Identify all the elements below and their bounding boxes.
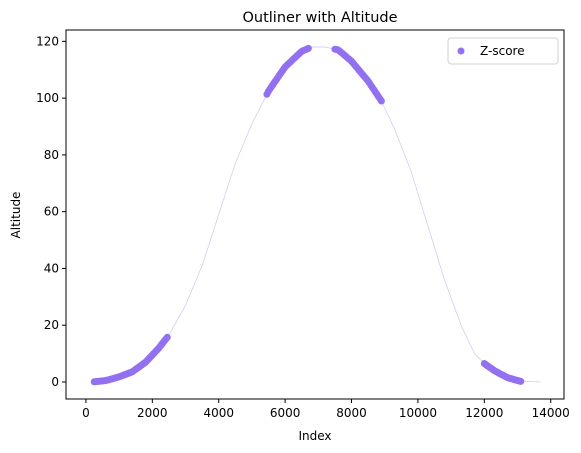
- x-axis-ticks: 0 2000 4000 6000 8000 10000 12000 14000: [82, 399, 570, 420]
- y-tick-label: 0: [51, 375, 59, 389]
- scatter-point: [517, 377, 525, 385]
- y-tick-label: 120: [36, 34, 59, 48]
- x-tick-label: 14000: [532, 406, 570, 420]
- x-tick-label: 0: [82, 406, 90, 420]
- scatter-point: [163, 333, 171, 341]
- y-tick-label: 80: [44, 148, 59, 162]
- legend-label-z-score: Z-score: [480, 44, 525, 58]
- x-tick-label: 12000: [465, 406, 503, 420]
- y-tick-label: 40: [44, 261, 59, 275]
- y-axis-ticks: 0 20 40 60 80 100 120: [36, 34, 66, 389]
- y-tick-label: 100: [36, 91, 59, 105]
- x-tick-label: 4000: [203, 406, 234, 420]
- plot-frame: [65, 29, 565, 400]
- x-tick-label: 10000: [399, 406, 437, 420]
- scatter-points: [90, 44, 525, 386]
- y-axis-label: Altitude: [9, 192, 23, 239]
- x-axis-label: Index: [298, 429, 331, 443]
- x-tick-label: 2000: [137, 406, 168, 420]
- y-tick-label: 60: [44, 205, 59, 219]
- legend-box: [447, 37, 559, 65]
- legend-marker: [457, 47, 465, 55]
- x-tick-label: 8000: [336, 406, 367, 420]
- chart-title: Outliner with Altitude: [242, 10, 397, 26]
- scatter-point: [377, 97, 385, 105]
- scatter-point: [304, 44, 312, 52]
- legend: Z-score: [447, 37, 559, 65]
- x-tick-label: 6000: [270, 406, 301, 420]
- y-tick-label: 20: [44, 318, 59, 332]
